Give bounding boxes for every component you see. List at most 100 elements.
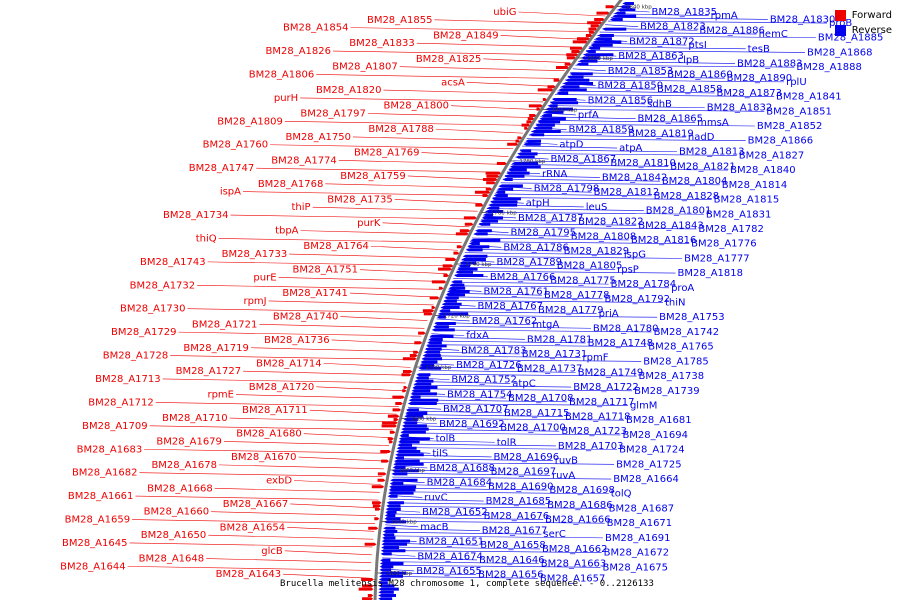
gene-label[interactable]: BM28_A1650 [141, 530, 207, 541]
gene-label[interactable]: BM28_A1681 [626, 415, 692, 426]
gene-label[interactable]: BM28_A1658 [480, 540, 546, 551]
gene-label[interactable]: rpmF [583, 353, 609, 364]
gene-label[interactable]: BM28_A1888 [796, 62, 862, 73]
gene-label[interactable]: thiP [292, 202, 311, 213]
gene-label[interactable]: BM28_A1812 [594, 187, 660, 198]
gene-label[interactable]: BM28_A1801 [646, 206, 712, 217]
gene-label[interactable]: BM28_A1657 [540, 573, 606, 584]
gene-label[interactable]: BM28_A1841 [776, 92, 842, 103]
gene-label[interactable]: prfA [578, 110, 599, 121]
gene-label[interactable]: BM28_A1835 [652, 7, 718, 18]
gene-label[interactable]: BM28_A1832 [707, 103, 773, 114]
gene-label[interactable]: BM28_A1765 [648, 342, 714, 353]
gene-label[interactable]: BM28_A1714 [256, 358, 322, 369]
gene-label[interactable]: BM28_A1654 [220, 522, 286, 533]
gene-label[interactable]: BM28_A1672 [604, 548, 670, 559]
gene-label[interactable]: acsA [441, 77, 465, 88]
gene-label[interactable]: BM28_A1655 [416, 566, 482, 577]
gene-label[interactable]: tilS [432, 448, 448, 459]
gene-label[interactable]: BM28_A1873 [717, 88, 783, 99]
gene-label[interactable]: BM28_A1808 [571, 231, 637, 242]
gene-label[interactable]: BM28_A1751 [293, 265, 359, 276]
gene-label[interactable]: BM28_A1711 [242, 405, 308, 416]
gene-label[interactable]: BM28_A1860 [667, 70, 733, 81]
gene-label[interactable]: ruvA [552, 470, 575, 481]
gene-label[interactable]: BM28_A1856 [588, 95, 654, 106]
gene-label[interactable]: ruvC [424, 492, 447, 503]
gene-label[interactable]: BM28_A1825 [416, 54, 482, 65]
gene-label[interactable]: BM28_A1866 [748, 136, 814, 147]
gene-label[interactable]: BM28_A1683 [77, 444, 143, 455]
gene-label[interactable]: BM28_A1742 [654, 327, 720, 338]
gene-label[interactable]: BM28_A1779 [538, 305, 604, 316]
gene-label[interactable]: BM28_A1732 [130, 280, 196, 291]
gene-label[interactable]: BM28_A1774 [271, 155, 337, 166]
gene-label[interactable]: BM28_A1850 [598, 81, 664, 92]
gene-label[interactable]: BM28_A1688 [429, 463, 495, 474]
gene-label[interactable]: proB [829, 18, 852, 29]
gene-label[interactable]: BM28_A1823 [640, 22, 706, 33]
gene-label[interactable]: BM28_A1769 [354, 148, 420, 159]
gene-label[interactable]: BM28_A1696 [494, 452, 560, 463]
gene-label[interactable]: BM28_A1821 [670, 161, 736, 172]
gene-label[interactable]: BM28_A1761 [484, 286, 550, 297]
gene-label[interactable]: ispA [220, 187, 241, 198]
gene-label[interactable]: BM28_A1727 [176, 366, 242, 377]
gene-label[interactable]: rpsP [617, 264, 639, 275]
gene-label[interactable]: BM28_A1792 [604, 294, 670, 305]
gene-label[interactable]: BM28_A1646 [479, 555, 545, 566]
gene-label[interactable]: BM28_A1784 [611, 279, 677, 290]
gene-label[interactable]: BM28_A1840 [730, 165, 796, 176]
gene-label[interactable]: BM28_A1787 [518, 213, 584, 224]
gene-label[interactable]: BM28_A1643 [216, 569, 282, 580]
gene-label[interactable]: BM28_A1734 [163, 210, 229, 221]
gene-label[interactable]: rpmE [207, 390, 234, 401]
gene-label[interactable]: BM28_A1851 [766, 106, 832, 117]
gene-label[interactable]: BM28_A1782 [698, 224, 764, 235]
gene-label[interactable]: BM28_A1697 [491, 467, 557, 478]
gene-label[interactable]: BM28_A1700 [500, 423, 566, 434]
gene-label[interactable]: BM28_A1686 [547, 500, 613, 511]
gene-label[interactable]: BM28_A1738 [639, 371, 705, 382]
gene-label[interactable]: BM28_A1690 [488, 481, 554, 492]
gene-label[interactable]: BM28_A1740 [273, 312, 339, 323]
gene-label[interactable]: BM28_A1867 [551, 154, 617, 165]
gene-label[interactable]: BM28_A1778 [544, 290, 610, 301]
gene-label[interactable]: BM28_A1722 [573, 382, 639, 393]
gene-label[interactable]: BM28_A1651 [419, 537, 485, 548]
gene-label[interactable]: atpC [512, 378, 535, 389]
gene-label[interactable]: BM28_A1826 [265, 46, 331, 57]
gene-label[interactable]: BM28_A1659 [65, 515, 131, 526]
gene-label[interactable]: BM28_A1675 [603, 562, 669, 573]
gene-label[interactable]: BM28_A1786 [503, 242, 569, 253]
gene-label[interactable]: BM28_A1863 [618, 51, 684, 62]
gene-label[interactable]: BM28_A1819 [628, 128, 694, 139]
gene-label[interactable]: BM28_A1788 [368, 124, 434, 135]
gene-label[interactable]: rpmA [711, 11, 738, 22]
gene-label[interactable]: BM28_A1775 [550, 275, 616, 286]
gene-label[interactable]: BM28_A1855 [367, 15, 433, 26]
gene-label[interactable]: BM28_A1671 [607, 518, 673, 529]
gene-label[interactable]: tesB [748, 44, 770, 55]
gene-label[interactable]: BM28_A1768 [258, 179, 324, 190]
gene-label[interactable]: BM28_A1767 [477, 301, 543, 312]
gene-label[interactable]: BM28_A1707 [443, 404, 509, 415]
gene-label[interactable]: BM28_A1843 [638, 220, 704, 231]
gene-label[interactable]: BM28_A1724 [619, 445, 685, 456]
gene-label[interactable]: BM28_A1736 [264, 335, 330, 346]
gene-label[interactable]: BM28_A1723 [561, 426, 627, 437]
gene-label[interactable]: BM28_A1668 [147, 483, 213, 494]
gene-label[interactable]: BM28_A1859 [569, 125, 635, 136]
gene-label[interactable]: BM28_A1810 [610, 158, 676, 169]
gene-label[interactable]: BM28_A1720 [249, 382, 315, 393]
gene-label[interactable]: glmM [630, 400, 658, 411]
gene-label[interactable]: BM28_A1664 [613, 474, 679, 485]
gene-label[interactable]: BM28_A1760 [203, 140, 269, 151]
gene-label[interactable]: BM28_A1885 [818, 33, 884, 44]
gene-label[interactable]: BM28_A1858 [657, 84, 723, 95]
gene-label[interactable]: BM28_A1739 [634, 386, 700, 397]
gene-label[interactable]: BM28_A1785 [643, 356, 709, 367]
gene-label[interactable]: sdhB [647, 99, 672, 110]
gene-label[interactable]: BM28_A1804 [662, 176, 728, 187]
gene-label[interactable]: BM28_A1663 [541, 559, 607, 570]
